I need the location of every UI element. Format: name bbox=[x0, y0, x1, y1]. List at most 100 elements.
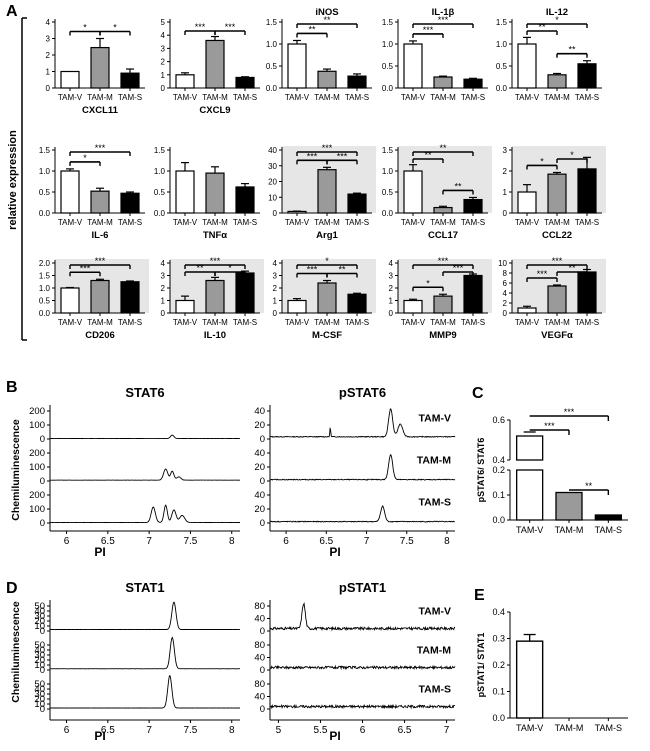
x-tick-label-VEGFa-2: TAM-S bbox=[575, 318, 599, 327]
x-tick-label-pSTAT6-4: 8 bbox=[444, 536, 450, 547]
y-tick-label-iNOS-3: 1.5 bbox=[266, 18, 278, 27]
x-tick-label-pSTAT1-ratio-0: TAM-V bbox=[516, 723, 543, 733]
y-tick-label-STAT6-2-1: 100 bbox=[29, 504, 45, 515]
x-tick-label-IL-10-1: TAM-M bbox=[202, 318, 228, 327]
y-tick-label-IL-6-3: 1.5 bbox=[39, 146, 51, 155]
y-tick-label-pSTAT1-0-1: 40 bbox=[254, 614, 265, 625]
y-tick-label-M-CSF-2: 2 bbox=[273, 284, 278, 293]
y-tick-label-CD206-4: 2.0 bbox=[39, 259, 51, 268]
bar-IL-1b-2 bbox=[463, 78, 483, 89]
bar-IL-10-0 bbox=[175, 299, 195, 314]
x-tick-label-STAT6-0: 6 bbox=[64, 536, 70, 547]
x-tick-label-Arg1-2: TAM-S bbox=[345, 218, 369, 227]
y-tick-label-pSTAT1-1-2: 80 bbox=[254, 640, 265, 651]
chart-CCL17: 0.0 0.5 1.0 1.5 TAM-V TAM-M TAM-S ** ** ** CCL17 bbox=[382, 143, 492, 241]
y-tick-label-VEGFa-0: 0 bbox=[503, 309, 508, 318]
y-tick-label-STAT6-2-2: 200 bbox=[29, 490, 45, 501]
y-tick-label-STAT1-2-1: 10 bbox=[34, 699, 45, 710]
sig-label-pSTAT6-ratio-2: ** bbox=[585, 481, 593, 491]
lane-label-pSTAT6-2: TAM-S bbox=[419, 496, 451, 508]
y-tick-label-M-CSF-1: 1 bbox=[273, 297, 278, 306]
x-tick-label-M-CSF-1: TAM-M bbox=[314, 318, 340, 327]
trace-pSTAT1-2 bbox=[269, 703, 456, 710]
sig-label-IL-1b-1: *** bbox=[438, 15, 449, 25]
y-tick-label-STAT1-1-5: 50 bbox=[34, 640, 45, 651]
trace-pSTAT1-0 bbox=[269, 602, 456, 632]
y-tick-label-pSTAT1-ratio-0: 0.0 bbox=[492, 713, 505, 723]
bar-IL-12-1 bbox=[547, 74, 567, 89]
chart-CCL22: 0 1 2 3 TAM-V TAM-M TAM-S * * CCL22 bbox=[503, 146, 606, 241]
x-tick-label-IL-1b-1: TAM-M bbox=[430, 93, 456, 102]
y-tick-label-lower-pSTAT6-ratio-0: 0.0 bbox=[492, 515, 505, 525]
x-tick-label-pSTAT6-1: 6.5 bbox=[319, 536, 333, 547]
pi-label-pstat6: PI bbox=[329, 545, 340, 559]
y-tick-label-iNOS-1: 0.5 bbox=[266, 62, 278, 71]
y-tick-label-STAT1-2-5: 50 bbox=[34, 679, 45, 690]
y-tick-label-CXCL9-0: 0 bbox=[161, 84, 166, 93]
bar-IL-6-1 bbox=[90, 190, 110, 214]
chart-pSTAT6-ratio: 0.4 0.6 0.0 0.1 0.2 pSTAT6/ STAT6 TAM-V TAM-M TA… bbox=[476, 407, 628, 535]
chart-title-STAT1: STAT1 bbox=[125, 580, 164, 595]
x-tick-label-IL-1b-2: TAM-S bbox=[461, 93, 485, 102]
chart-title-IL-10: IL-10 bbox=[204, 330, 226, 341]
x-tick-label-CD206-2: TAM-S bbox=[118, 318, 142, 327]
bar-CCL22-1 bbox=[547, 173, 567, 214]
x-tick-label-CXCL9-0: TAM-V bbox=[173, 93, 198, 102]
x-tick-label-MMP9-0: TAM-V bbox=[401, 318, 426, 327]
bar-CXCL11-2 bbox=[120, 72, 140, 89]
x-tick-label-CCL17-0: TAM-V bbox=[401, 218, 426, 227]
x-tick-label-IL-10-0: TAM-V bbox=[173, 318, 198, 327]
y-tick-label-pSTAT1-0-2: 80 bbox=[254, 601, 265, 612]
y-tick-label-IL-10-1: 1 bbox=[161, 297, 166, 306]
y-tick-label-STAT1-2-2: 20 bbox=[34, 694, 45, 705]
sig-label-CD206-1: *** bbox=[95, 256, 106, 266]
trace-STAT6-1 bbox=[49, 468, 240, 481]
chart-title-CCL22: CCL22 bbox=[542, 230, 572, 241]
x-tick-label-TNFa-0: TAM-V bbox=[173, 218, 198, 227]
chart-title-iNOS: iNOS bbox=[315, 7, 338, 18]
x-tick-label-CCL17-1: TAM-M bbox=[430, 218, 456, 227]
x-tick-label-pSTAT6-3: 7.5 bbox=[400, 536, 414, 547]
bar-IL-12-2 bbox=[577, 63, 597, 89]
y-tick-label-STAT1-0-5: 50 bbox=[34, 601, 45, 612]
sig-label-MMP9-0: * bbox=[426, 278, 430, 288]
y-tick-label-STAT1-0-1: 10 bbox=[34, 621, 45, 632]
y-tick-label-CD206-0: 0.0 bbox=[39, 309, 51, 318]
y-tick-label-pSTAT1-1-0: 0 bbox=[260, 665, 265, 676]
x-tick-label-CXCL11-0: TAM-V bbox=[58, 93, 83, 102]
y-tick-label-CXCL9-5: 5 bbox=[161, 18, 166, 27]
sig-label-CXCL11-1: * bbox=[113, 23, 117, 33]
bar-IL-6-2 bbox=[120, 192, 140, 214]
x-tick-label-IL-12-0: TAM-V bbox=[515, 93, 540, 102]
panel-label-e: E bbox=[474, 587, 485, 604]
x-tick-label-STAT1-2: 7 bbox=[146, 725, 152, 736]
y-tick-label-pSTAT6-2-2: 40 bbox=[254, 490, 265, 501]
x-tick-label-CD206-1: TAM-M bbox=[87, 318, 113, 327]
y-tick-label-CCL22-3: 3 bbox=[503, 146, 508, 155]
trace-pSTAT6-1 bbox=[270, 453, 456, 481]
bar-IL-12-0 bbox=[517, 43, 537, 89]
y-tick-label-iNOS-2: 1.0 bbox=[266, 40, 278, 49]
y-tick-label-STAT1-0-4: 40 bbox=[34, 606, 45, 617]
y-tick-label-CCL17-2: 1.0 bbox=[382, 167, 394, 176]
y-tick-label-pSTAT6-1-0: 0 bbox=[260, 476, 265, 487]
chart-pSTAT1-ratio: 0.0 0.1 0.2 0.3 0.4 pSTAT1/ STAT1 TAM-V TAM-M TA… bbox=[476, 607, 628, 733]
sig-label-IL-10-2: *** bbox=[210, 256, 221, 266]
bar-VEGFa-2 bbox=[577, 271, 597, 314]
sig-label-CD206-0: *** bbox=[80, 263, 91, 273]
y-tick-label-CCL17-3: 1.5 bbox=[382, 146, 394, 155]
y-tick-label-CCL22-1: 1 bbox=[503, 188, 508, 197]
y-tick-label-STAT1-0-2: 20 bbox=[34, 616, 45, 627]
x-tick-label-IL-6-0: TAM-V bbox=[58, 218, 83, 227]
bar-iNOS-1 bbox=[317, 70, 337, 89]
trace-STAT1-2 bbox=[50, 674, 241, 709]
y-label-pSTAT6-ratio: pSTAT6/ STAT6 bbox=[476, 438, 486, 503]
y-tick-label-STAT1-1-4: 40 bbox=[34, 645, 45, 656]
x-tick-label-iNOS-2: TAM-S bbox=[345, 93, 369, 102]
y-tick-label-pSTAT1-1-1: 40 bbox=[254, 653, 265, 664]
x-tick-label-IL-1b-0: TAM-V bbox=[401, 93, 426, 102]
sig-label-VEGFa-2: *** bbox=[552, 256, 563, 266]
